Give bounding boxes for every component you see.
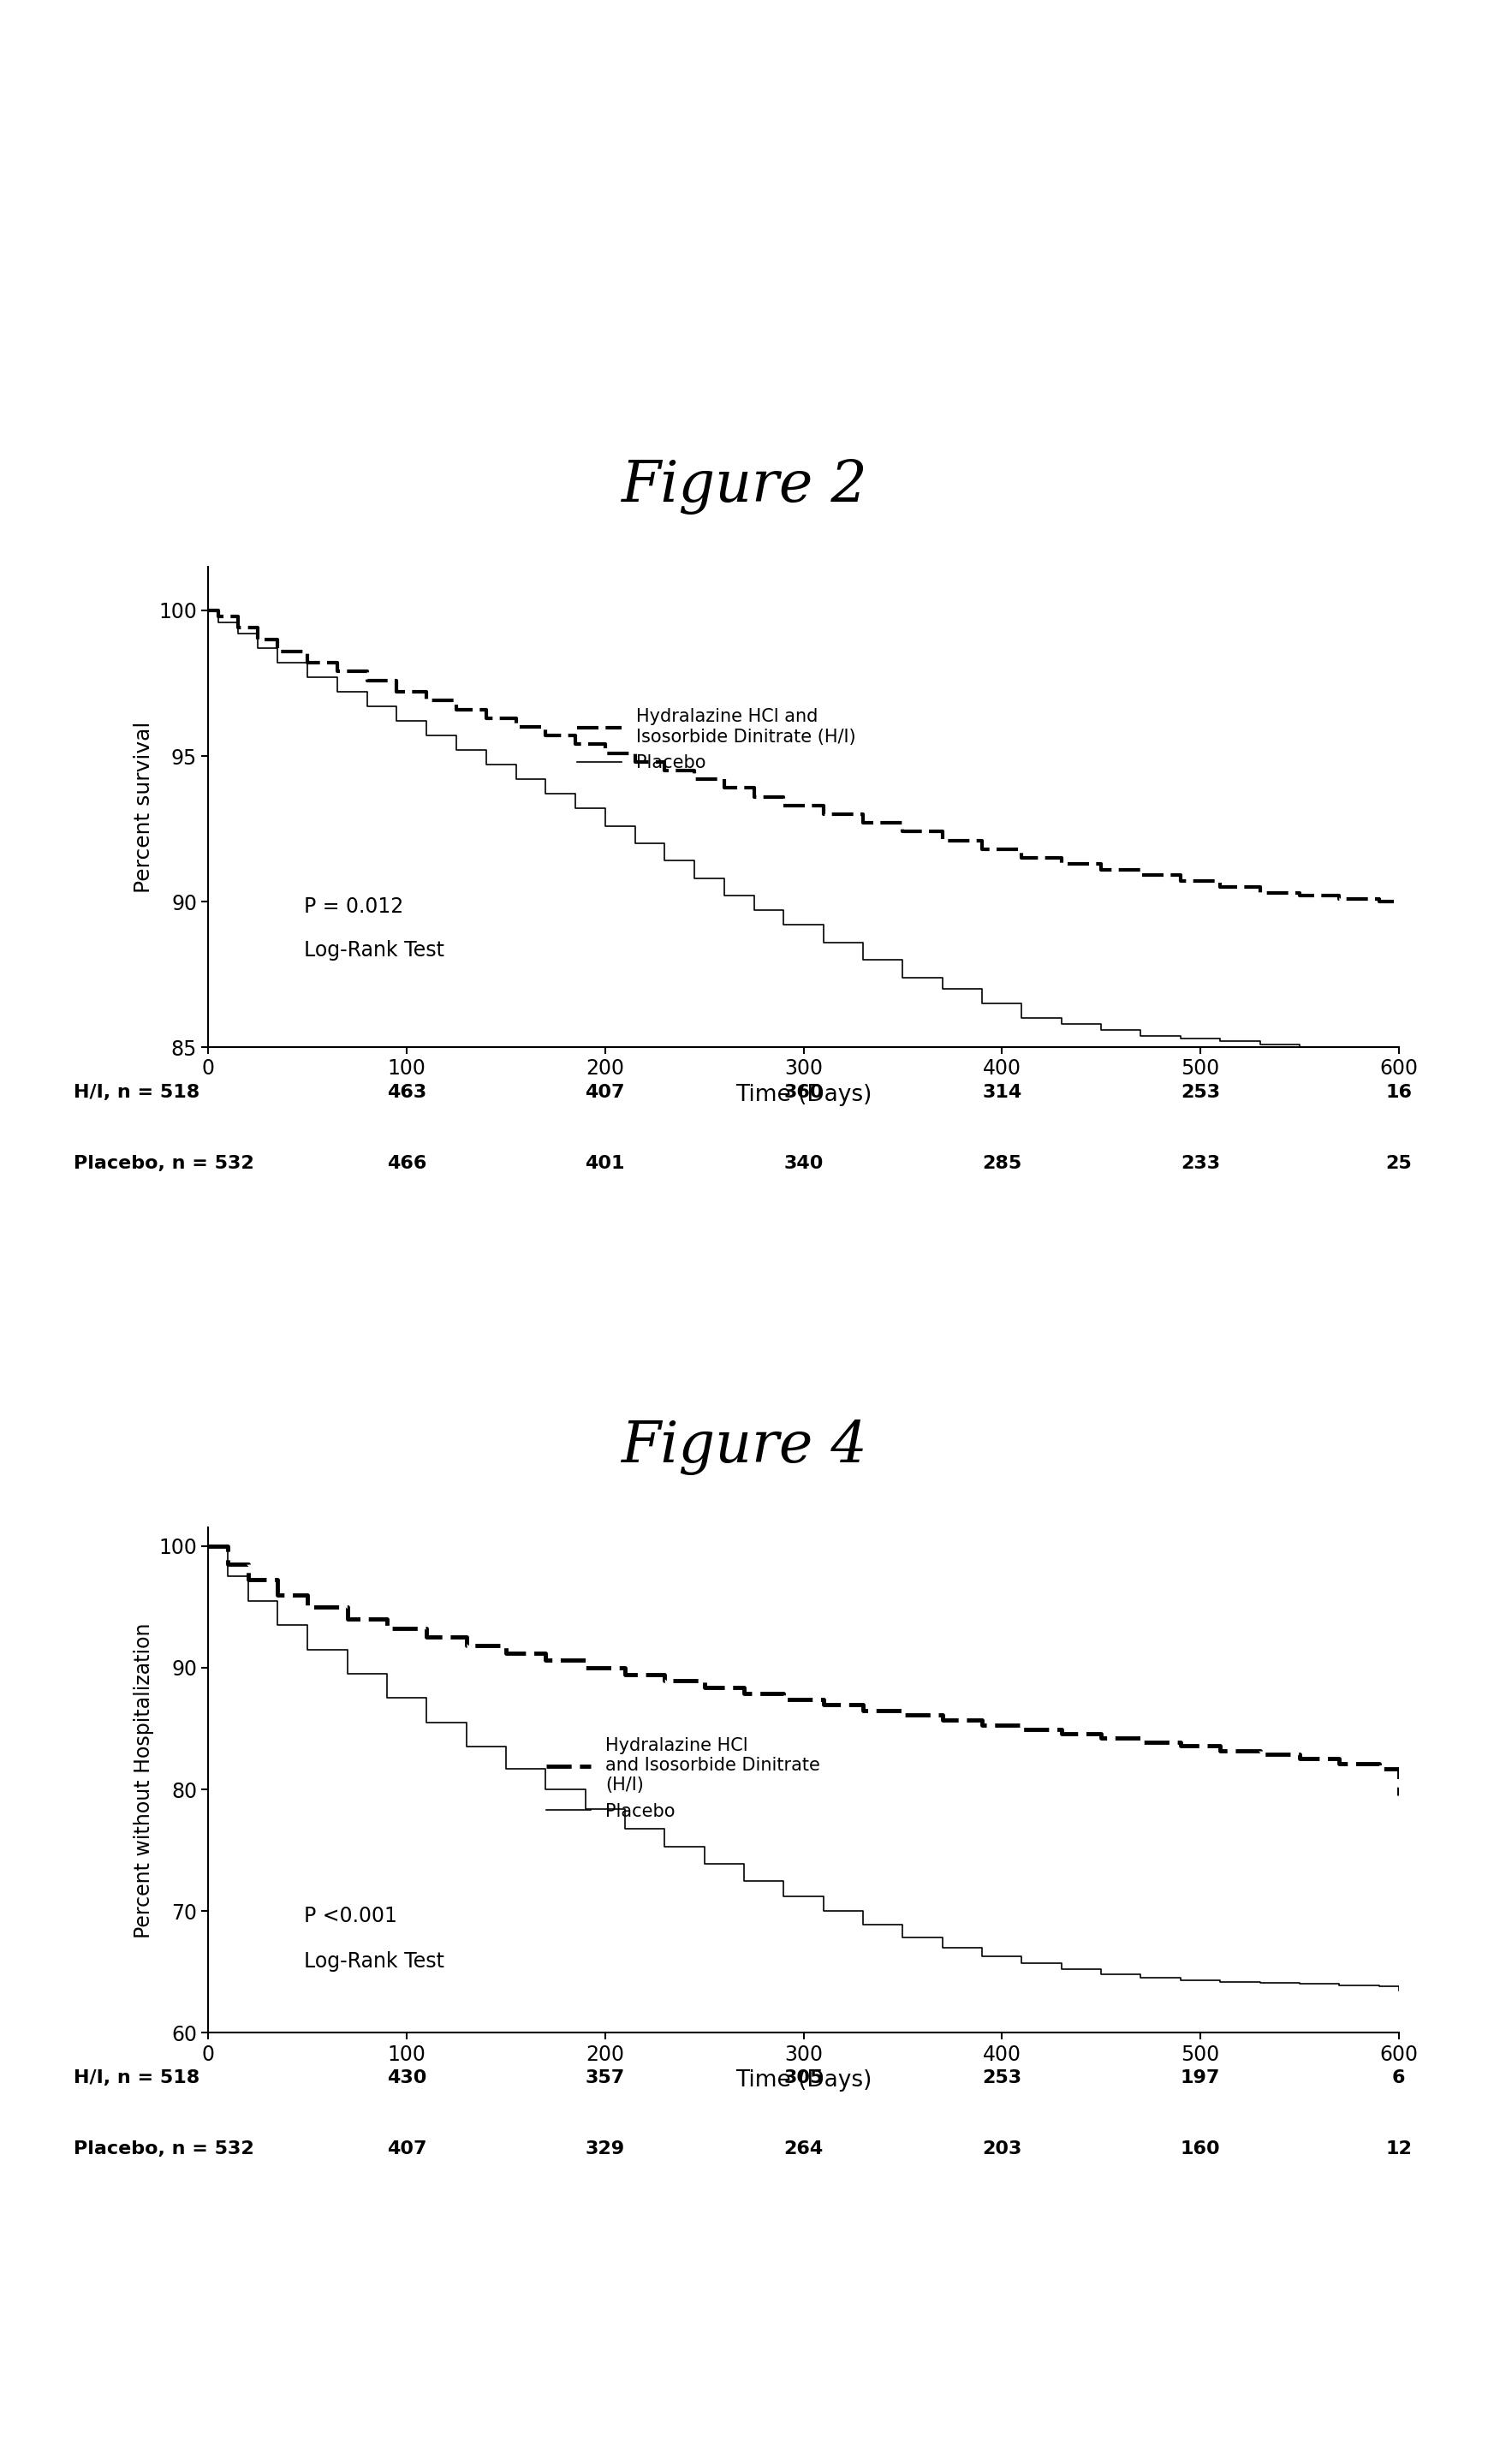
Text: 430: 430 bbox=[387, 2070, 427, 2087]
Text: 6: 6 bbox=[1393, 2070, 1405, 2087]
Text: 357: 357 bbox=[585, 2070, 625, 2087]
Text: 253: 253 bbox=[982, 2070, 1022, 2087]
Text: 203: 203 bbox=[982, 2141, 1022, 2158]
X-axis label: Time (Days): Time (Days) bbox=[735, 2070, 872, 2092]
Text: Figure 2: Figure 2 bbox=[620, 458, 868, 515]
Text: 197: 197 bbox=[1180, 2070, 1220, 2087]
Text: 285: 285 bbox=[982, 1156, 1022, 1173]
Text: 401: 401 bbox=[585, 1156, 625, 1173]
Text: 12: 12 bbox=[1385, 2141, 1412, 2158]
Text: Log-Rank Test: Log-Rank Test bbox=[304, 939, 443, 961]
Text: 305: 305 bbox=[784, 2070, 823, 2087]
Text: 407: 407 bbox=[585, 1084, 625, 1101]
Text: 16: 16 bbox=[1385, 1084, 1412, 1101]
Text: 314: 314 bbox=[982, 1084, 1022, 1101]
Legend: Hydralazine HCl and
Isosorbide Dinitrate (H/I), Placebo: Hydralazine HCl and Isosorbide Dinitrate… bbox=[570, 702, 863, 779]
Text: H/I, n = 518: H/I, n = 518 bbox=[73, 1084, 199, 1101]
Text: 407: 407 bbox=[387, 2141, 427, 2158]
Text: 25: 25 bbox=[1385, 1156, 1412, 1173]
Text: Log-Rank Test: Log-Rank Test bbox=[304, 1951, 443, 1971]
Text: Figure 4: Figure 4 bbox=[620, 1419, 868, 1476]
Y-axis label: Percent without Hospitalization: Percent without Hospitalization bbox=[134, 1621, 153, 1939]
Text: 233: 233 bbox=[1180, 1156, 1220, 1173]
Text: 160: 160 bbox=[1180, 2141, 1220, 2158]
Text: 340: 340 bbox=[784, 1156, 823, 1173]
Text: 329: 329 bbox=[585, 2141, 625, 2158]
Text: 360: 360 bbox=[784, 1084, 823, 1101]
Text: H/I, n = 518: H/I, n = 518 bbox=[73, 2070, 199, 2087]
Text: 463: 463 bbox=[387, 1084, 427, 1101]
Text: P = 0.012: P = 0.012 bbox=[304, 897, 403, 917]
Text: P <0.001: P <0.001 bbox=[304, 1905, 397, 1927]
Text: Placebo, n = 532: Placebo, n = 532 bbox=[73, 2141, 254, 2158]
Text: 253: 253 bbox=[1180, 1084, 1220, 1101]
Text: 466: 466 bbox=[387, 1156, 427, 1173]
X-axis label: Time (Days): Time (Days) bbox=[735, 1084, 872, 1106]
Text: Placebo, n = 532: Placebo, n = 532 bbox=[73, 1156, 254, 1173]
Text: 264: 264 bbox=[784, 2141, 823, 2158]
Y-axis label: Percent survival: Percent survival bbox=[134, 722, 153, 892]
Legend: Hydralazine HCl
and Isosorbide Dinitrate
(H/I), Placebo: Hydralazine HCl and Isosorbide Dinitrate… bbox=[540, 1730, 827, 1826]
